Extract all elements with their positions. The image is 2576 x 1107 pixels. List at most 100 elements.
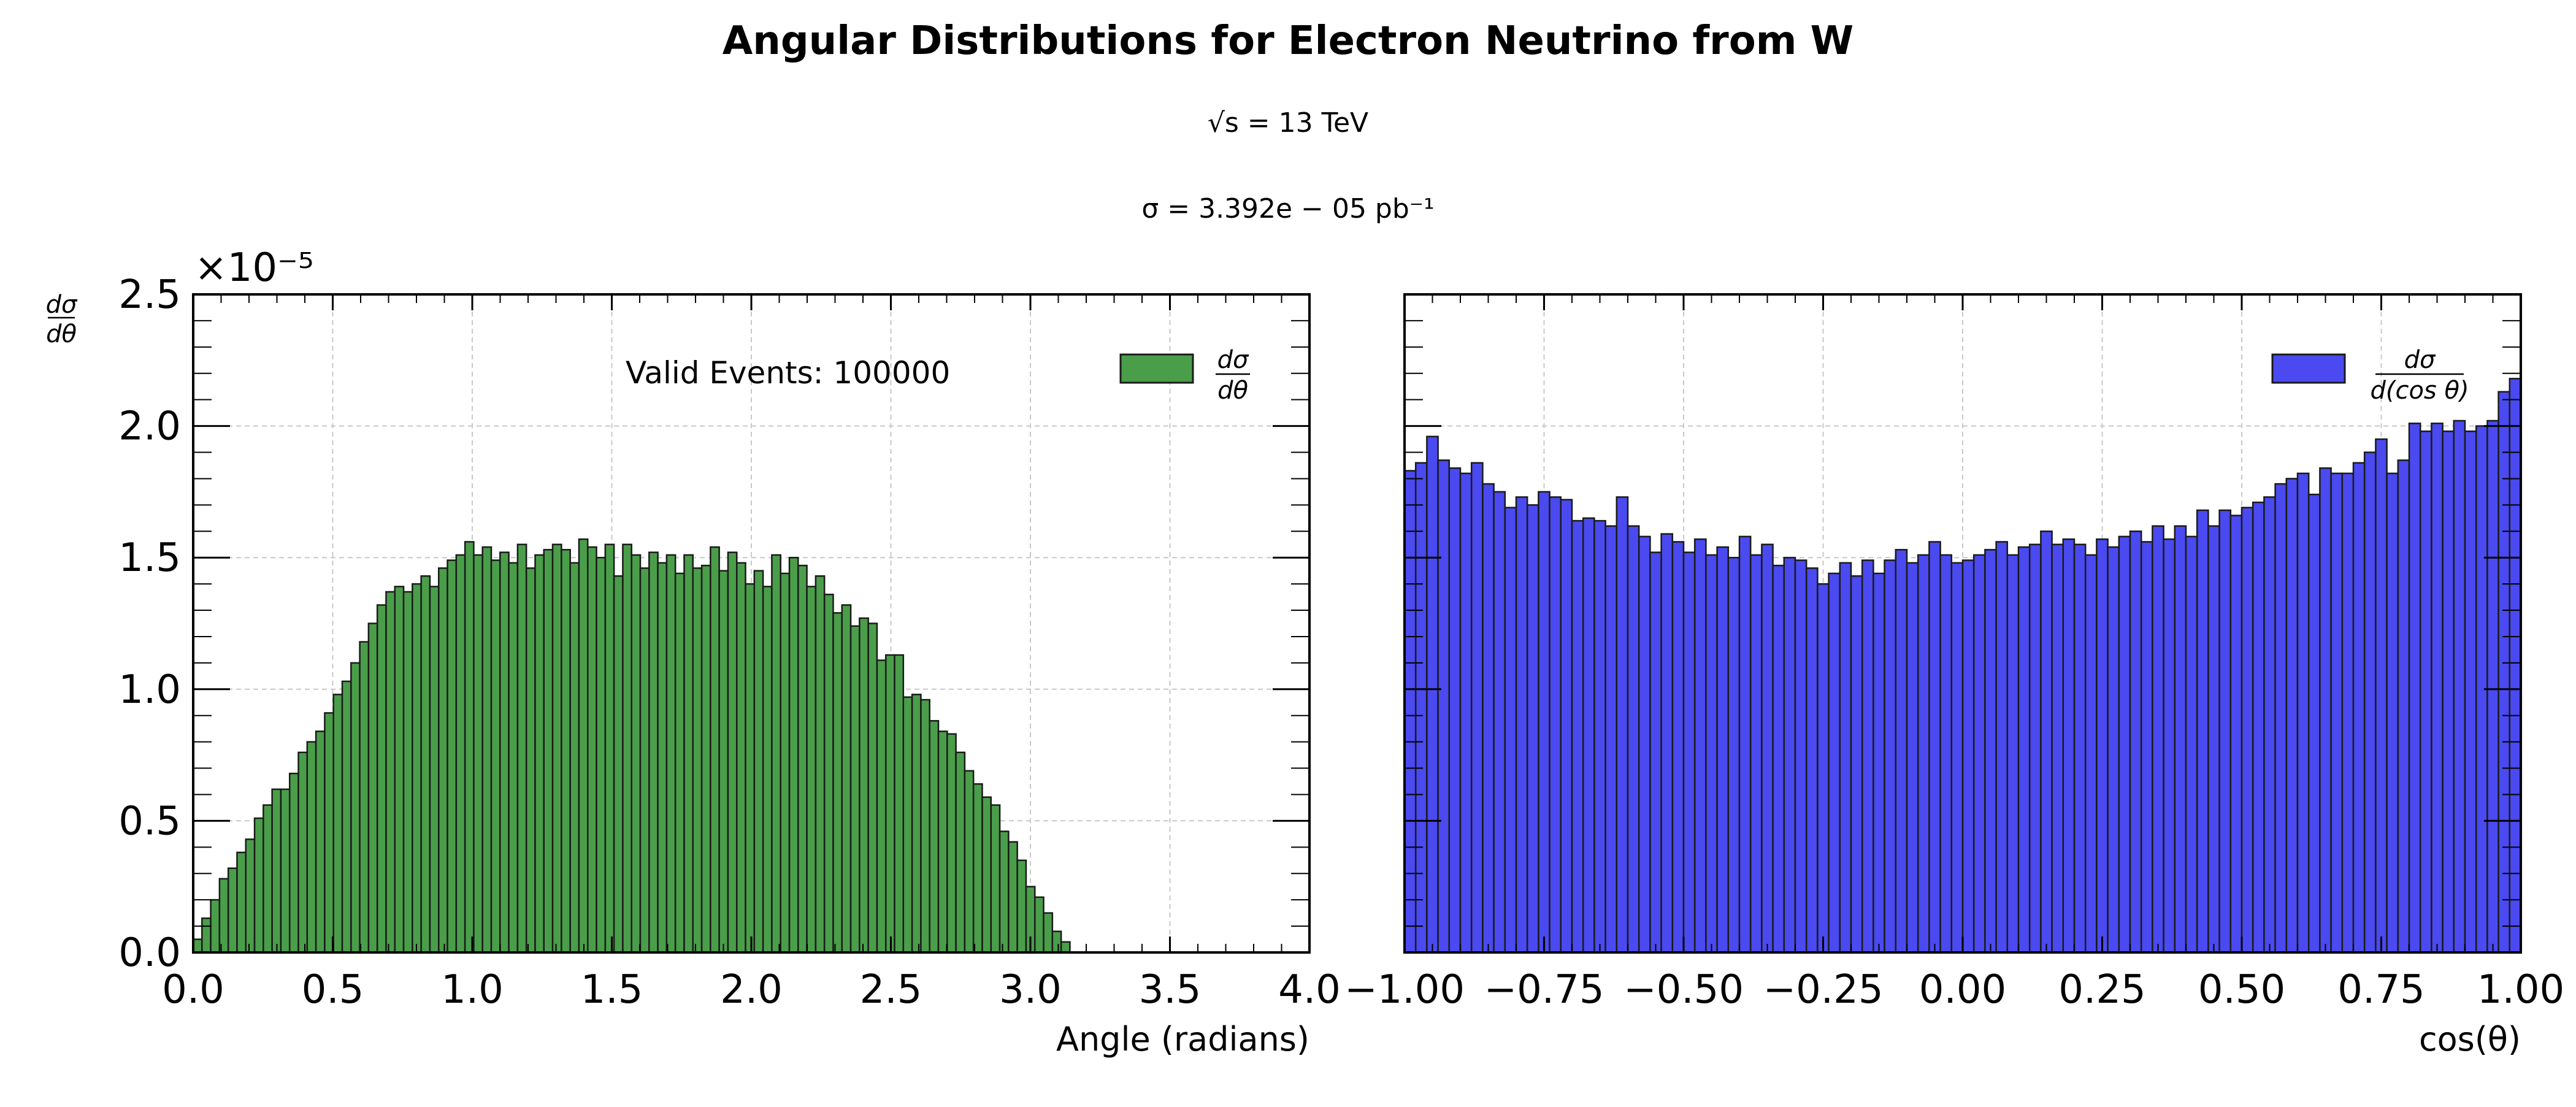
left-bar <box>674 572 685 954</box>
left-y-offset-label: ×10⁻⁵ <box>194 245 314 291</box>
left-bar <box>929 720 940 954</box>
right-bar <box>1839 562 1852 954</box>
left-bar <box>315 730 326 954</box>
left-bar <box>341 680 352 954</box>
right-bar <box>1660 533 1674 954</box>
right-bar <box>2252 501 2265 954</box>
left-bar <box>490 559 501 954</box>
right-bar <box>1470 462 1484 954</box>
right-bar <box>1426 435 1439 954</box>
right-ticks <box>1403 293 2522 954</box>
left-bar <box>683 554 694 954</box>
right-bar <box>2006 554 2020 954</box>
left-bar <box>762 586 773 954</box>
left-bar <box>1043 912 1054 954</box>
right-x-tick-label: 0.75 <box>2337 967 2425 1013</box>
left-bar <box>516 543 527 954</box>
right-bar <box>1482 483 1495 954</box>
left-bar <box>297 751 309 954</box>
left-bar <box>350 662 361 954</box>
right-bar <box>1828 572 1841 954</box>
left-bar <box>710 546 720 954</box>
right-bar <box>2363 451 2377 954</box>
left-bar <box>508 562 519 954</box>
left-bar <box>464 541 475 954</box>
left-bar <box>569 562 580 954</box>
right-bar <box>2040 531 2053 954</box>
left-bar <box>402 591 413 954</box>
left-y-tick-label: 1.5 <box>118 535 181 581</box>
right-bar <box>1738 535 1752 954</box>
right-bar <box>2307 493 2321 954</box>
left-bar <box>955 751 966 954</box>
left-bar <box>902 696 913 954</box>
right-bar <box>2051 543 2064 954</box>
right-bar <box>2509 378 2522 954</box>
right-bar <box>1649 551 1662 954</box>
right-bar <box>1682 551 1696 954</box>
left-x-axis-label: Angle (radians) <box>1056 1020 1309 1059</box>
left-bar <box>280 788 291 954</box>
right-bar <box>2442 430 2455 954</box>
right-bar <box>2163 538 2176 954</box>
left-bar <box>692 567 703 954</box>
right-bar <box>2207 525 2220 954</box>
right-bar <box>1403 470 1417 954</box>
right-x-tick-label: 0.00 <box>1919 967 2007 1013</box>
right-bar <box>2263 496 2276 954</box>
energy-label: √s = 13 TeV <box>1208 107 1368 139</box>
left-bar <box>823 594 834 954</box>
right-bar <box>1895 549 1908 954</box>
left-y-label-num: dσ <box>46 291 78 319</box>
right-bar <box>1727 556 1741 954</box>
right-bar <box>2096 538 2109 954</box>
right-bar <box>2319 467 2332 954</box>
left-legend-den: dθ <box>1217 377 1248 405</box>
left-bar <box>604 543 615 954</box>
right-bar <box>1582 517 1595 954</box>
left-bar <box>534 554 545 954</box>
right-bar <box>1794 559 1807 954</box>
left-bar <box>586 546 597 954</box>
right-bar <box>2118 535 2131 954</box>
left-bar <box>420 575 431 954</box>
right-bar <box>2453 419 2466 954</box>
left-bar <box>859 617 869 954</box>
left-bar <box>841 604 852 954</box>
left-x-tick-label: 0.0 <box>162 967 224 1013</box>
right-bar <box>1884 559 1897 954</box>
left-bar <box>218 878 229 954</box>
right-bar <box>1961 559 1975 954</box>
right-bar <box>1950 562 1964 954</box>
left-bar <box>596 556 607 954</box>
right-bar <box>2028 543 2042 954</box>
right-bar <box>1604 525 1618 954</box>
left-bar <box>437 567 448 954</box>
left-bar <box>367 622 378 954</box>
right-bar <box>1873 572 1885 954</box>
left-bar <box>867 622 878 954</box>
left-bar <box>990 804 1001 954</box>
left-bar <box>288 772 299 954</box>
left-bar <box>551 543 562 954</box>
left-x-tick-label: 3.5 <box>1139 967 1202 1013</box>
left-bar <box>543 549 554 954</box>
left-bar <box>385 591 396 954</box>
right-legend-den: d(cos θ) <box>2370 377 2469 405</box>
right-bar <box>2174 525 2187 954</box>
right-bar <box>2330 472 2344 954</box>
left-bar <box>412 583 422 954</box>
left-bar <box>735 562 746 954</box>
left-bar <box>806 586 817 954</box>
left-bar <box>473 554 483 954</box>
left-bar <box>832 612 843 954</box>
left-bar <box>920 699 930 954</box>
right-bar <box>1504 507 1517 954</box>
right-bar <box>1906 562 1919 954</box>
right-bar <box>2084 554 2098 954</box>
left-x-tick-label: 2.5 <box>860 967 922 1013</box>
right-bar <box>1917 554 1930 954</box>
left-bar <box>745 583 756 954</box>
right-bar <box>2486 419 2499 954</box>
